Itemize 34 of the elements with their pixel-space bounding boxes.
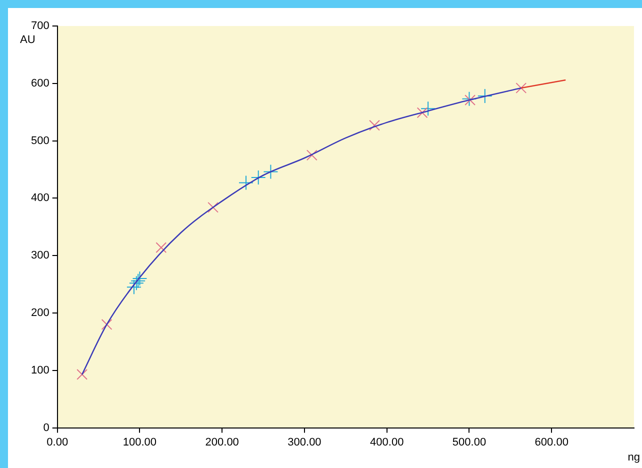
x-axis-title: ng	[628, 451, 640, 464]
point	[462, 91, 477, 106]
x-tick-label: 300.00	[288, 436, 322, 448]
x-tick-label: 200.00	[205, 436, 239, 448]
y-axis-title: AU	[20, 34, 36, 46]
x-tick-label: 100.00	[122, 436, 157, 448]
point	[238, 175, 254, 190]
y-tick-label: 100	[30, 364, 50, 376]
y-tick-label: 300	[30, 250, 50, 262]
x-tick-label: 500.00	[452, 436, 486, 448]
point	[416, 107, 428, 118]
point	[420, 101, 436, 116]
x-tick-label: 400.00	[370, 436, 404, 448]
y-tick-label: 200	[30, 307, 50, 320]
point	[306, 150, 318, 161]
x-tick-label: 600.00	[534, 436, 568, 448]
y-tick-label: 700	[30, 20, 50, 32]
point	[263, 164, 278, 180]
point	[516, 82, 527, 94]
point	[477, 88, 492, 104]
point	[464, 94, 476, 106]
y-tick-label: 600	[30, 77, 50, 90]
line-series	[81, 87, 522, 376]
point	[208, 202, 218, 213]
point	[76, 368, 88, 380]
y-tick-label: 0	[43, 422, 50, 434]
point	[250, 170, 266, 186]
point	[369, 120, 380, 131]
point	[156, 242, 167, 254]
x-tick-label: 0.00	[46, 436, 68, 448]
point	[126, 280, 142, 295]
point	[101, 319, 112, 330]
y-tick-label: 500	[30, 134, 50, 147]
y-tick-label: 400	[30, 192, 50, 204]
